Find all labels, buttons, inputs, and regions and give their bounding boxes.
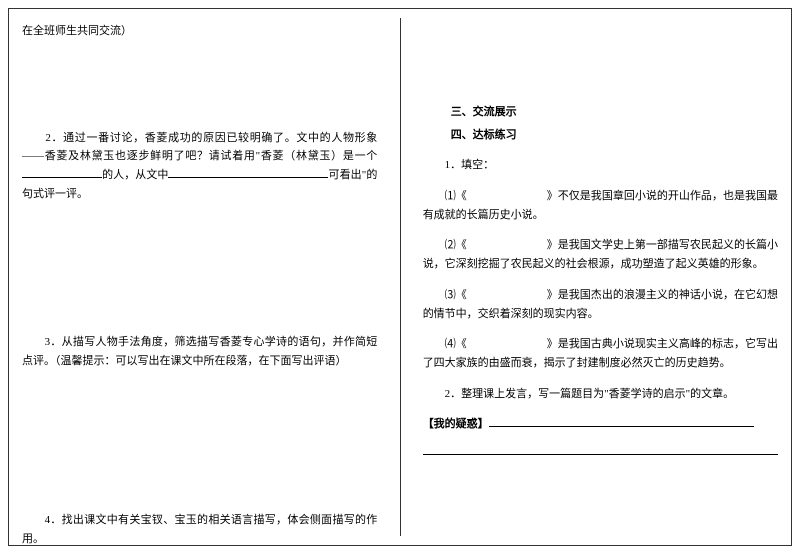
heading-section-3: 三、交流展示 xyxy=(423,103,778,122)
b3-prefix: ⑶《 xyxy=(423,289,467,301)
b3-suffix: 》是我国杰出的浪漫主义的神话小说，在它幻想的情节中，交织着深刻的现实内容。 xyxy=(423,289,778,320)
doubt-line-2-row xyxy=(423,444,778,458)
blank-2: ⑵《》是我国文学史上第一部描写农民起义的长篇小说，它深刻挖掘了农民起义的社会根源… xyxy=(423,236,778,273)
b1-prefix: ⑴《 xyxy=(423,190,467,202)
blank-4: ⑷《》是我国古典小说现实主义高峰的标志，它写出了四大家族的由盛而衰，揭示了封建制… xyxy=(423,335,778,372)
doubt-line-1[interactable] xyxy=(489,416,754,427)
b1-suffix: 》不仅是我国章回小说的开山作品，也是我国最有成就的长篇历史小说。 xyxy=(423,190,778,221)
right-column: 三、交流展示 四、达标练习 1．填空： ⑴《》不仅是我国章回小说的开山作品，也是… xyxy=(423,18,778,536)
doubt-label: 【我的疑惑】 xyxy=(423,418,489,430)
heading-section-4: 四、达标练习 xyxy=(423,126,778,145)
b4-prefix: ⑷《 xyxy=(423,338,467,350)
q2-prefix: 2．通过一番讨论，香菱成功的原因已较明确了。文中的人物形象——香菱及林黛玉也逐步… xyxy=(22,132,377,163)
blank-3: ⑶《》是我国杰出的浪漫主义的神话小说，在它幻想的情节中，交织着深刻的现实内容。 xyxy=(423,286,778,323)
q2-blank-2[interactable] xyxy=(168,167,328,178)
question-4: 4．找出课文中有关宝钗、宝玉的相关语言描写，体会侧面描写的作用。 xyxy=(22,511,377,548)
q2-mid: 的人，从文中 xyxy=(102,169,168,181)
doubt-line-2[interactable] xyxy=(423,444,778,455)
blank-1: ⑴《》不仅是我国章回小说的开山作品，也是我国最有成就的长篇历史小说。 xyxy=(423,187,778,224)
b2-prefix: ⑵《 xyxy=(423,239,467,251)
column-divider xyxy=(400,18,401,536)
b2-suffix: 》是我国文学史上第一部描写农民起义的长篇小说，它深刻挖掘了农民起义的社会根源，成… xyxy=(423,239,778,270)
b4-suffix: 》是我国古典小说现实主义高峰的标志，它写出了四大家族的由盛而衰，揭示了封建制度必… xyxy=(423,338,778,369)
task-2: 2．整理课上发言，写一篇题目为"香菱学诗的启示"的文章。 xyxy=(423,385,778,404)
q2-blank-1[interactable] xyxy=(22,167,102,178)
left-column: 在全班师生共同交流） 2．通过一番讨论，香菱成功的原因已较明确了。文中的人物形象… xyxy=(22,18,377,536)
question-2: 2．通过一番讨论，香菱成功的原因已较明确了。文中的人物形象——香菱及林黛玉也逐步… xyxy=(22,129,377,204)
content-area: 在全班师生共同交流） 2．通过一番讨论，香菱成功的原因已较明确了。文中的人物形象… xyxy=(22,18,778,536)
intro-text: 在全班师生共同交流） xyxy=(22,22,377,41)
fill-label: 1．填空： xyxy=(423,156,778,175)
question-3: 3．从描写人物手法角度，筛选描写香菱专心学诗的语句，并作简短点评。（温馨提示：可… xyxy=(22,333,377,370)
doubt-section: 【我的疑惑】 xyxy=(423,415,778,434)
